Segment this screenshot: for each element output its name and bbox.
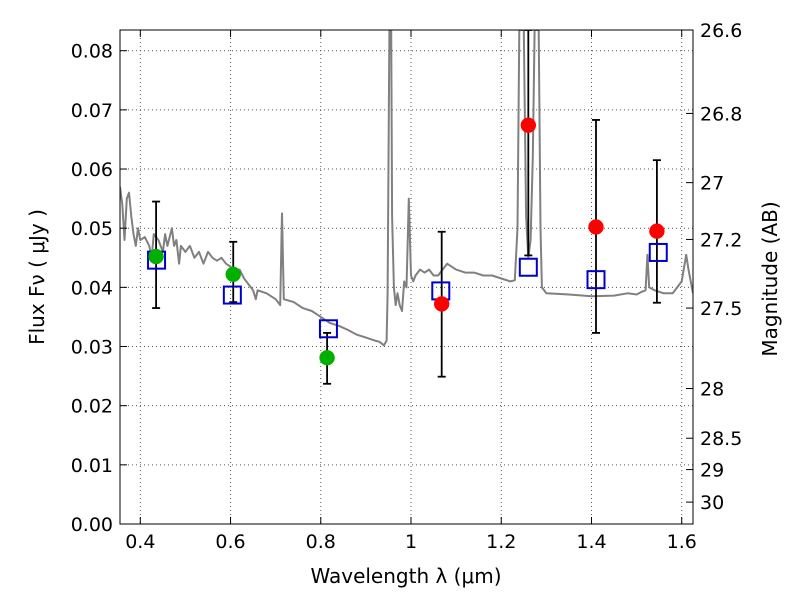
x-tick-label: 1 bbox=[405, 531, 417, 553]
model-square-marker bbox=[648, 242, 668, 262]
right-tick-label: 27.2 bbox=[700, 229, 742, 251]
plot-frame bbox=[119, 29, 694, 525]
y-tick-label: 0.03 bbox=[71, 337, 113, 359]
y-tick-label: 0.06 bbox=[71, 159, 113, 181]
ticks: 0.4 0.6 0.8 1 1.2 1.4 1.6 0.00 0.01 0.02 0.03 0.04 0… bbox=[71, 20, 743, 553]
y-tick-label: 0.04 bbox=[71, 277, 113, 299]
right-tick-label: 30 bbox=[700, 492, 724, 514]
y-tick-label: 0.02 bbox=[71, 396, 113, 418]
right-tick-label: 27.5 bbox=[700, 298, 742, 320]
right-tick-label: 26.8 bbox=[700, 103, 742, 125]
x-axis-label: Wavelength λ (μm) bbox=[310, 564, 501, 588]
right-tick-label: 28 bbox=[700, 379, 724, 401]
x-tick-label: 0.8 bbox=[306, 531, 336, 553]
model-square-marker bbox=[518, 257, 538, 277]
y-tick-label: 0.05 bbox=[71, 218, 113, 240]
right-tick-label: 27 bbox=[700, 173, 724, 195]
y-axis-label: Flux Fν ( μJy ) bbox=[25, 209, 49, 345]
y-tick-label: 0.07 bbox=[71, 100, 113, 122]
photometry-point bbox=[649, 223, 665, 239]
photometry-point bbox=[588, 219, 604, 235]
y-axis-right-label: Magnitude (AB) bbox=[758, 201, 782, 356]
x-tick-label: 1.6 bbox=[667, 531, 697, 553]
photometry-point bbox=[319, 350, 335, 366]
right-tick-label: 26.6 bbox=[700, 20, 742, 42]
plot-area bbox=[120, 30, 693, 385]
model-square-marker bbox=[222, 285, 242, 305]
model-spectrum-line bbox=[120, 30, 693, 347]
x-tick-label: 0.4 bbox=[125, 531, 155, 553]
model-square-marker bbox=[318, 319, 338, 339]
y-tick-label: 0.01 bbox=[71, 455, 113, 477]
photometry-point bbox=[520, 117, 537, 134]
right-tick-label: 29 bbox=[700, 460, 724, 482]
y-tick-label: 0.08 bbox=[71, 41, 113, 63]
photometry-point bbox=[225, 266, 241, 283]
x-tick-label: 1.2 bbox=[486, 531, 516, 553]
x-tick-label: 0.6 bbox=[215, 531, 245, 553]
y-tick-label: 0.00 bbox=[71, 514, 113, 536]
x-tick-label: 1.4 bbox=[576, 531, 606, 553]
photometry-point bbox=[148, 248, 164, 265]
model-square-marker bbox=[586, 270, 606, 290]
right-tick-label: 28.5 bbox=[700, 428, 742, 450]
photometry-point bbox=[433, 296, 450, 312]
